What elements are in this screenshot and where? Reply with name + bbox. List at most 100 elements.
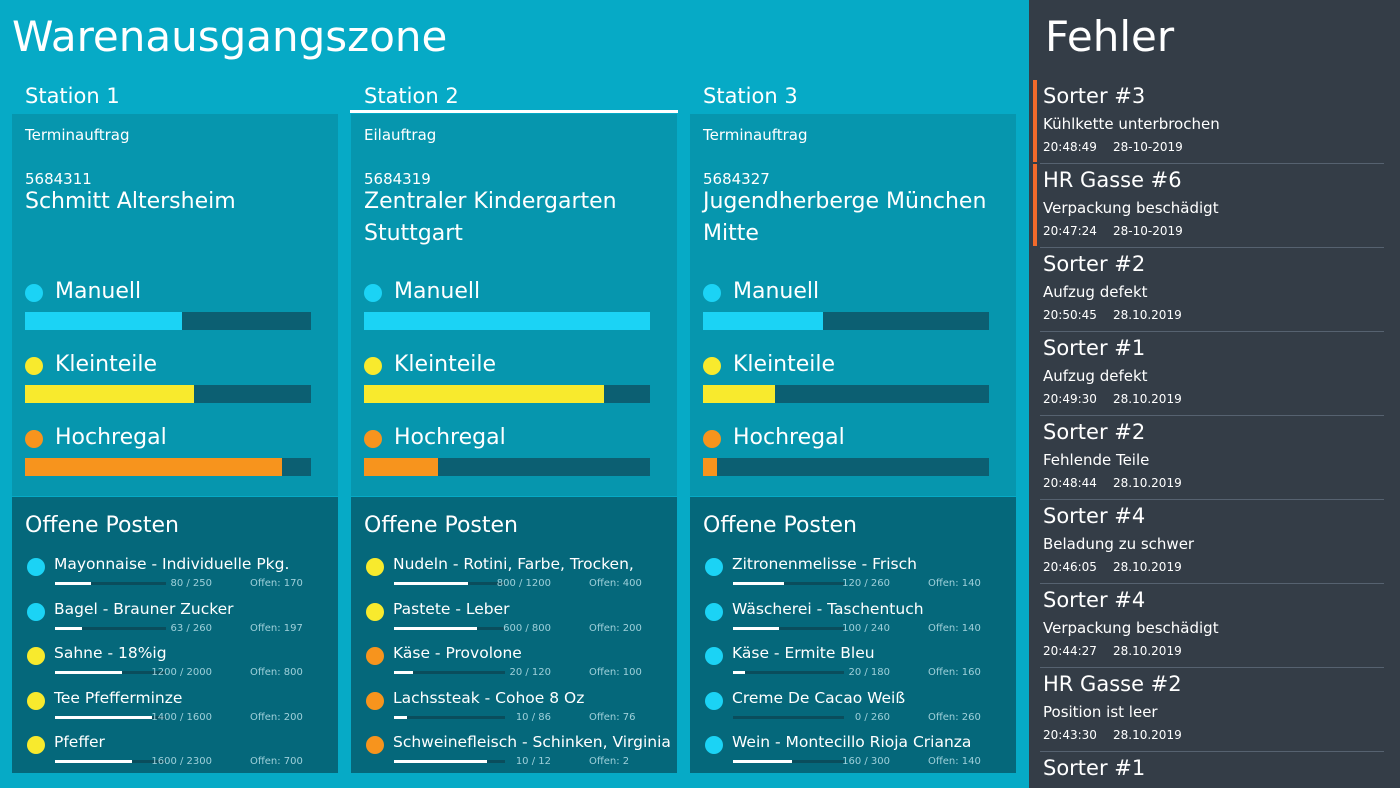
item-dot — [366, 691, 384, 710]
page-title: Warenausgangszone — [12, 12, 448, 61]
item-name: Pastete - Leber — [393, 599, 510, 618]
item-bar — [55, 715, 153, 719]
item-open: Offen: 140 — [928, 578, 981, 589]
item-dot — [366, 647, 384, 665]
error-title: Sorter #2 — [1043, 252, 1146, 276]
item-name: Nudeln - Rotini, Farbe, Trocken, — [393, 555, 634, 573]
order-number: 5684327 — [703, 170, 770, 188]
item-track — [394, 671, 505, 674]
item-open: Offen: 2 — [589, 756, 630, 767]
zone-label: Hochregal — [394, 425, 506, 450]
item-count: 20 / 180 — [848, 667, 890, 678]
zone-dot — [25, 430, 43, 448]
order-type: Terminauftrag — [25, 126, 130, 144]
separator — [1040, 415, 1384, 416]
item-open: Offen: 800 — [250, 667, 303, 678]
item-bar — [394, 715, 407, 719]
order-number: 5684311 — [25, 170, 92, 188]
item-track — [55, 760, 166, 763]
item-open: Offen: 200 — [589, 622, 642, 634]
item-dot — [705, 647, 723, 665]
item-open: Offen: 700 — [250, 756, 303, 767]
zone-dot — [703, 430, 721, 448]
station-panel: Eilauftrag 5684319 Zentraler Kindergarten … — [351, 114, 677, 496]
error-date: 28.10.2019 — [1113, 476, 1182, 490]
item-count: 120 / 260 — [842, 578, 890, 589]
item-bar — [55, 671, 122, 674]
error-title: Sorter #4 — [1043, 504, 1146, 528]
item-name: Käse - Provolone — [393, 644, 522, 662]
error-date: 28-10-2019 — [1113, 140, 1183, 154]
zone-track — [364, 385, 650, 403]
item-dot — [705, 736, 723, 754]
error-time: 20:43:30 — [1043, 728, 1097, 742]
open-title: Offene Posten — [25, 513, 179, 538]
open-panel: Offene Posten Zitronenmelisse - Frisch 120… — [690, 497, 1016, 773]
station-panel: Terminauftrag 5684327 Jugendherberge Münch… — [690, 114, 1016, 496]
item-dot — [366, 558, 384, 576]
active-underline — [350, 110, 678, 113]
item-track — [55, 626, 166, 630]
item-track — [394, 582, 505, 585]
zone-dot — [703, 284, 721, 302]
zone-dot — [703, 357, 721, 375]
order-number: 5684319 — [364, 170, 431, 188]
error-message: Verpackung beschädigt — [1043, 199, 1219, 217]
item-open: Offen: 140 — [928, 622, 981, 634]
zone-track — [364, 458, 650, 476]
item-name: Creme De Cacao Weiß — [732, 688, 906, 707]
order-type: Eilauftrag — [364, 126, 437, 144]
zone-bar — [25, 458, 283, 476]
zone-bar — [25, 385, 194, 403]
sidebar-title: Fehler — [1045, 12, 1175, 61]
item-track — [55, 582, 166, 585]
error-message: Aufzug defekt — [1043, 367, 1148, 385]
item-bar — [55, 760, 133, 763]
zone-label: Manuell — [733, 279, 820, 304]
open-panel: Offene Posten Nudeln - Rotini, Farbe, Tro… — [351, 497, 677, 773]
item-name: Bagel - Brauner Zucker — [54, 599, 234, 618]
item-open: Offen: 197 — [250, 622, 303, 634]
item-open: Offen: 76 — [589, 711, 636, 723]
item-bar — [733, 671, 746, 674]
error-date: 28.10.2019 — [1113, 644, 1182, 658]
item-track — [55, 671, 166, 674]
item-dot — [366, 736, 384, 754]
item-dot — [705, 558, 723, 576]
item-track — [733, 671, 844, 674]
error-highlight — [1033, 164, 1037, 246]
item-track — [733, 715, 844, 719]
error-time: 20:49:30 — [1043, 392, 1097, 406]
error-message: Aufzug defekt — [1043, 283, 1148, 301]
error-message: Verpackung beschädigt — [1043, 619, 1219, 637]
error-date: 28.10.2019 — [1113, 728, 1182, 742]
zone-track — [25, 458, 311, 476]
item-open: Offen: 170 — [250, 578, 303, 589]
separator — [1040, 751, 1384, 752]
item-name: Schweinefleisch - Schinken, Virginia — [393, 733, 671, 751]
item-dot — [27, 558, 45, 576]
zone-label: Kleinteile — [55, 352, 158, 377]
order-type: Terminauftrag — [703, 126, 808, 144]
error-time: 20:47:24 — [1043, 224, 1097, 238]
item-track — [394, 760, 505, 763]
item-count: 800 / 1200 — [496, 578, 551, 589]
zone-bar — [703, 312, 824, 330]
zone-dot — [25, 284, 43, 302]
item-bar — [394, 760, 487, 763]
item-bar — [733, 760, 793, 763]
zone-track — [703, 385, 989, 403]
zone-bar — [364, 385, 605, 403]
zone-track — [703, 458, 989, 476]
item-count: 80 / 250 — [170, 578, 212, 589]
error-message: Beladung zu schwer — [1043, 535, 1195, 553]
item-dot — [366, 602, 384, 621]
error-date: 28.10.2019 — [1113, 560, 1182, 574]
item-name: Pfeffer — [54, 733, 105, 751]
zone-bar — [364, 458, 439, 476]
item-count: 160 / 300 — [842, 756, 890, 767]
separator — [1040, 583, 1384, 584]
customer: Schmitt Altersheim — [25, 189, 236, 214]
open-panel: Offene Posten Mayonnaise - Individuelle P… — [12, 497, 338, 773]
error-title: HR Gasse #2 — [1043, 672, 1182, 696]
